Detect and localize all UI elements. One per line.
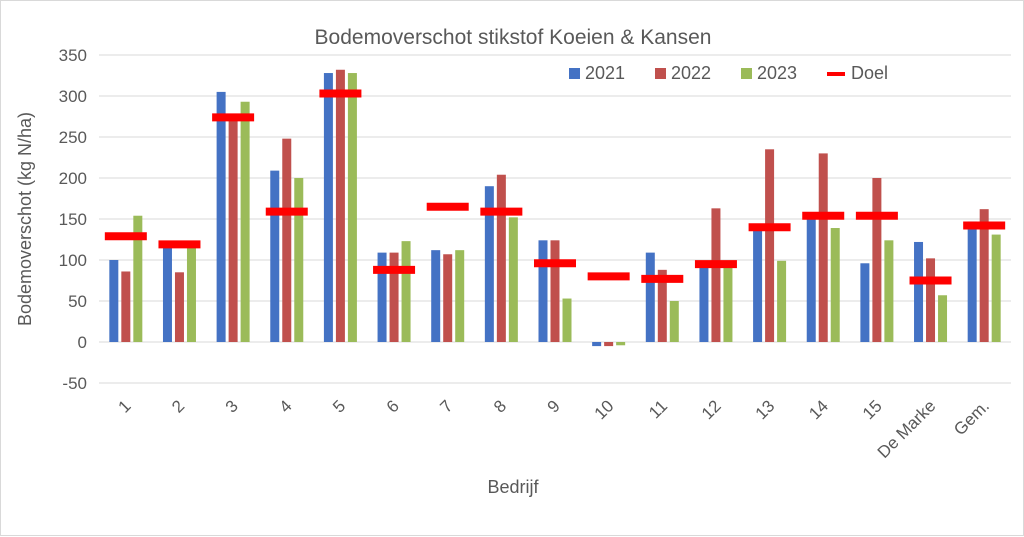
bar-2022-10 — [604, 342, 614, 347]
bar-2022-4 — [282, 138, 292, 342]
bar-2021-1 — [109, 260, 119, 342]
bar-2021-13 — [753, 227, 763, 342]
bar-2021-5 — [323, 73, 333, 342]
x-tick-label: 7 — [436, 396, 456, 416]
legend-label-2022: 2022 — [671, 63, 711, 83]
bar-2022-12 — [711, 208, 721, 342]
bar-2021-6 — [377, 252, 387, 342]
x-axis-title: Bedrijf — [487, 477, 539, 497]
bar-2023-10 — [616, 342, 626, 346]
y-tick-label: 150 — [59, 210, 87, 229]
bar-2022-3 — [228, 115, 238, 343]
bar-2023-14 — [830, 228, 840, 342]
bar-2022-13 — [765, 149, 775, 342]
legend-swatch-2022 — [655, 68, 666, 79]
x-tick-label: 2 — [168, 396, 188, 416]
bar-2022-De Marke — [926, 258, 936, 342]
bar-2021-8 — [484, 186, 494, 342]
y-tick-label: 0 — [78, 333, 87, 352]
bar-2021-10 — [592, 342, 602, 347]
x-tick-label: 13 — [752, 396, 779, 423]
bar-2021-3 — [216, 91, 226, 343]
chart-title: Bodemoverschot stikstof Koeien & Kansen — [315, 26, 712, 49]
y-tick-label: 50 — [68, 292, 87, 311]
bar-2022-6 — [389, 252, 399, 342]
bar-2021-2 — [162, 246, 172, 342]
y-axis-ticks: -50 0 50 100 150 200 250 300 350 — [59, 46, 87, 393]
y-tick-label: 300 — [59, 87, 87, 106]
x-tick-label: 9 — [544, 396, 564, 416]
bar-2021-De Marke — [914, 241, 924, 342]
y-tick-label: 250 — [59, 128, 87, 147]
bar-2022-1 — [121, 271, 131, 342]
y-axis-title: Bodemoverschot (kg N/ha) — [15, 112, 35, 326]
legend-label-2021: 2021 — [585, 63, 625, 83]
x-tick-label: 6 — [383, 396, 403, 416]
bar-2023-13 — [777, 260, 787, 342]
bar-2021-11 — [645, 252, 655, 342]
bar-2022-Gem. — [979, 209, 989, 342]
y-tick-label: 100 — [59, 251, 87, 270]
bar-2021-7 — [431, 250, 441, 342]
x-tick-label: 4 — [275, 396, 295, 416]
x-tick-label: 15 — [859, 396, 886, 423]
bar-2021-12 — [699, 266, 709, 342]
y-tick-label: 200 — [59, 169, 87, 188]
legend-swatch-2023 — [741, 68, 752, 79]
legend-label-2023: 2023 — [757, 63, 797, 83]
x-tick-label: 5 — [329, 396, 349, 416]
y-tick-label: -50 — [62, 374, 87, 393]
x-tick-label: De Marke — [874, 396, 940, 462]
bar-2023-15 — [884, 240, 894, 342]
bar-2023-1 — [133, 215, 143, 342]
bar-2023-5 — [347, 73, 357, 342]
bar-2022-2 — [174, 272, 184, 342]
legend-label-doel: Doel — [851, 63, 888, 83]
bar-2023-Gem. — [991, 234, 1001, 342]
x-tick-label: 3 — [222, 396, 242, 416]
x-tick-label: 11 — [645, 396, 671, 422]
bar-2023-8 — [508, 217, 518, 342]
bar-2022-9 — [550, 240, 560, 342]
x-tick-label: 1 — [115, 396, 135, 416]
bar-2021-15 — [860, 263, 870, 342]
bar-2022-5 — [335, 69, 345, 342]
bar-2023-De Marke — [938, 295, 948, 342]
bar-2021-14 — [806, 219, 816, 342]
bar-2021-9 — [538, 240, 548, 342]
x-tick-label: 10 — [591, 396, 618, 423]
bar-2023-2 — [186, 242, 196, 342]
bar-2022-15 — [872, 178, 882, 342]
target-markers — [104, 89, 1006, 285]
bar-2022-14 — [818, 153, 828, 342]
x-tick-label: Gem. — [950, 396, 993, 439]
x-tick-label: 12 — [698, 396, 725, 423]
bar-2022-7 — [443, 254, 453, 342]
bar-2021-Gem. — [967, 221, 977, 342]
bar-2022-8 — [496, 174, 506, 342]
legend-swatch-2021 — [569, 68, 580, 79]
bar-2023-9 — [562, 298, 572, 342]
bar-2023-7 — [455, 250, 465, 342]
legend: 2021 2022 2023 Doel — [569, 63, 888, 83]
x-tick-label: 8 — [490, 396, 510, 416]
bar-2023-6 — [401, 241, 411, 342]
x-tick-label: 14 — [805, 396, 832, 423]
bars — [109, 69, 1001, 347]
bar-2021-4 — [270, 170, 280, 342]
y-tick-label: 350 — [59, 46, 87, 65]
bar-2023-3 — [240, 101, 250, 343]
bar-2023-11 — [669, 301, 679, 342]
bar-2023-4 — [294, 178, 304, 342]
bar-2023-12 — [723, 264, 733, 342]
gridlines — [99, 54, 1011, 384]
bar-2022-11 — [657, 269, 667, 342]
